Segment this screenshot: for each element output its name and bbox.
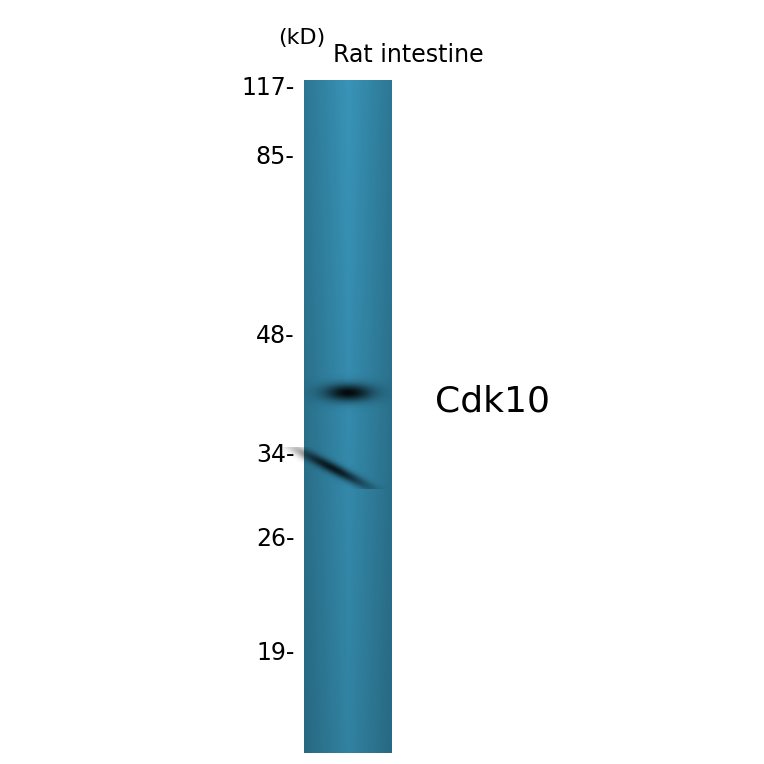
Text: 85-: 85- (256, 144, 295, 169)
Text: Rat intestine: Rat intestine (333, 43, 484, 67)
Text: 19-: 19- (256, 641, 295, 665)
Text: 48-: 48- (256, 324, 295, 348)
Text: 117-: 117- (241, 76, 295, 100)
Text: 34-: 34- (256, 442, 295, 467)
Text: Cdk10: Cdk10 (435, 384, 551, 418)
Text: (kD): (kD) (278, 28, 325, 48)
Text: 26-: 26- (256, 526, 295, 551)
